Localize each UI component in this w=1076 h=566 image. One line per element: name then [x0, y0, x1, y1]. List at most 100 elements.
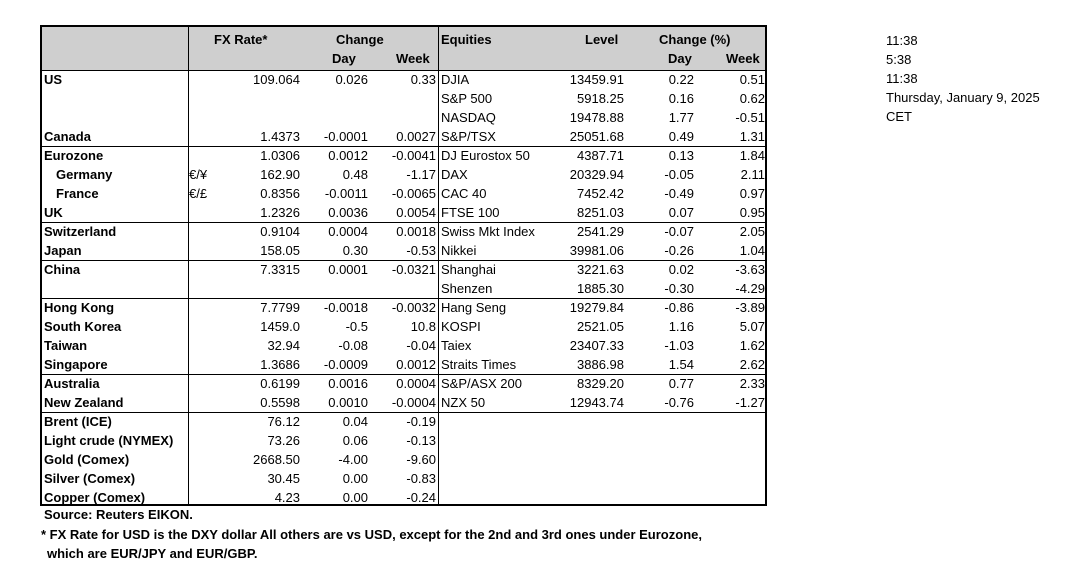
equity-change-week: 5.07: [739, 319, 765, 334]
row-divider: [42, 260, 765, 261]
equity-change-day: 0.02: [668, 262, 694, 277]
fx-change-day: 0.0004: [328, 224, 368, 239]
fx-change-day: [300, 108, 368, 127]
equity-change-week: -0.51: [735, 110, 765, 125]
equity-change-week: 0.51: [739, 72, 765, 87]
date-label: Thursday, January 9, 2025: [886, 90, 1040, 105]
equity-change-day: [624, 488, 694, 507]
row-label: Hong Kong: [44, 300, 115, 315]
fx-change-day: 0.00: [342, 471, 368, 486]
equity-index-name: NASDAQ: [441, 110, 496, 125]
equity-index-name: S&P/TSX: [441, 129, 496, 144]
footnote-line-2: which are EUR/JPY and EUR/GBP.: [47, 546, 258, 561]
fx-change-week: [368, 279, 436, 298]
fx-change-day: 0.0036: [328, 205, 368, 220]
fx-change-week: -0.0321: [391, 262, 436, 277]
equity-level: 25051.68: [569, 129, 624, 144]
fx-change-day: 0.06: [342, 433, 368, 448]
fx-change-day: 0.48: [342, 167, 368, 182]
row-label: Copper (Comex): [44, 490, 146, 505]
fx-change-day: 0.0001: [328, 262, 368, 277]
fx-change-day: 0.026: [335, 72, 368, 87]
equity-level: 3221.63: [577, 262, 624, 277]
equity-change-week: 2.62: [739, 357, 765, 372]
fx-change-week: 0.0004: [396, 376, 436, 391]
equity-change-day: 0.77: [668, 376, 694, 391]
equity-index-name: CAC 40: [441, 186, 487, 201]
equity-change-week: [694, 488, 765, 507]
equity-change-week: [694, 431, 765, 450]
row-label: Switzerland: [44, 224, 117, 239]
equity-change-week: [694, 469, 765, 488]
row-label: Canada: [44, 129, 91, 144]
equity-change-day: [624, 412, 694, 431]
source-note: Source: Reuters EIKON.: [44, 507, 193, 522]
equity-level: 7452.42: [577, 186, 624, 201]
equity-index-name: Shenzen: [441, 281, 493, 296]
fx-change-week: -1.17: [406, 167, 436, 182]
row-label: China: [44, 262, 81, 277]
fx-change-week: -0.04: [406, 338, 436, 353]
row-divider: [42, 412, 765, 413]
currency-pair: €/£: [189, 186, 208, 201]
header-equities: Equities: [441, 32, 492, 47]
header-eq-day: Day: [668, 51, 692, 66]
fx-change-week: 0.0054: [396, 205, 436, 220]
equity-level: 3886.98: [577, 357, 624, 372]
fx-rate-value: 73.26: [267, 433, 300, 448]
fx-rate-value: 0.9104: [260, 224, 300, 239]
fx-rate-value: 1.4373: [260, 129, 300, 144]
equity-change-week: 1.04: [739, 243, 765, 258]
row-label: UK: [44, 205, 63, 220]
equity-change-week: 0.62: [739, 91, 765, 106]
header-change: Change: [336, 32, 384, 47]
equity-index-name: Nikkei: [441, 243, 477, 258]
fx-change-day: 0.0016: [328, 376, 368, 391]
equity-index-name: S&P/ASX 200: [441, 376, 522, 391]
equity-change-day: 0.16: [668, 91, 694, 106]
fx-rate-value: 1459.0: [260, 319, 300, 334]
row-label: Germany: [56, 167, 113, 182]
equity-level: 23407.33: [569, 338, 624, 353]
equity-level: 1885.30: [577, 281, 624, 296]
header-week: Week: [396, 51, 430, 66]
header-level: Level: [585, 32, 619, 47]
equity-change-week: -3.89: [735, 300, 765, 315]
equity-level: 5918.25: [577, 91, 624, 106]
fx-change-day: -0.0001: [323, 129, 368, 144]
fx-rate-value: 2668.50: [253, 452, 300, 467]
fx-rate-value: 4.23: [274, 490, 300, 505]
equity-change-day: -1.03: [664, 338, 694, 353]
row-label: Japan: [44, 243, 82, 258]
row-label: Singapore: [44, 357, 108, 372]
fx-change-week: -9.60: [406, 452, 436, 467]
fx-rate-value: 32.94: [267, 338, 300, 353]
time-label-2: 5:38: [886, 52, 912, 67]
row-label: US: [44, 72, 63, 87]
fx-change-week: -0.24: [406, 490, 436, 505]
equity-level: [542, 431, 624, 450]
equity-change-day: -0.49: [664, 186, 694, 201]
equity-level: [542, 412, 624, 431]
fx-change-week: 0.0012: [396, 357, 436, 372]
fx-change-day: 0.00: [342, 490, 368, 505]
fx-change-day: [300, 279, 368, 298]
equity-change-day: -0.76: [664, 395, 694, 410]
equity-index-name: Swiss Mkt Index: [441, 224, 535, 239]
equity-change-day: 0.22: [668, 72, 694, 87]
equity-change-day: 0.07: [668, 205, 694, 220]
row-label: Silver (Comex): [44, 471, 136, 486]
row-divider: [42, 374, 765, 375]
fx-rate-value: 7.3315: [260, 262, 300, 277]
equity-change-day: [624, 469, 694, 488]
time-label-3: 11:38: [886, 71, 918, 86]
equity-index-name: Shanghai: [441, 262, 496, 277]
row-label: [44, 108, 186, 127]
equity-index-name: FTSE 100: [441, 205, 500, 220]
equity-change-day: [624, 431, 694, 450]
equity-index-name: Straits Times: [441, 357, 517, 372]
equity-index-name: S&P 500: [441, 91, 493, 106]
fx-rate-value: 0.8356: [260, 186, 300, 201]
fx-change-day: -0.08: [338, 338, 368, 353]
equity-level: 39981.06: [569, 243, 624, 258]
